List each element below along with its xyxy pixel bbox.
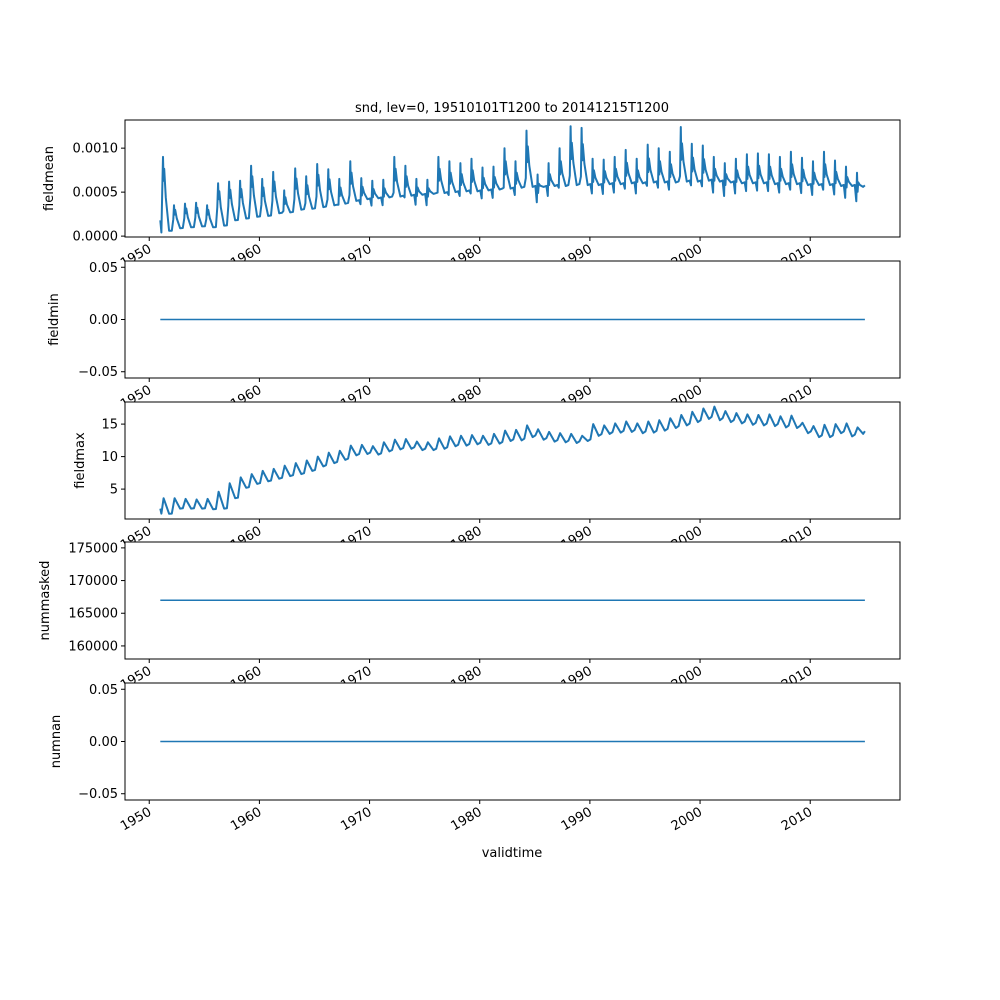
x-axis-label: validtime [482,846,543,861]
y-tick-label: 0.0010 [73,142,119,157]
series-line-fieldmax [159,405,866,515]
series-line-fieldmean [159,125,866,234]
y-tick-label: 0.00 [89,313,118,328]
y-tick-label: 0.0005 [73,186,119,201]
axes-frame [124,401,901,520]
y-tick-label: −0.05 [78,787,118,802]
y-tick-label: 10 [101,450,118,465]
y-tick-label: −0.05 [78,365,118,380]
y-tick-label: 5 [110,483,118,498]
y-tick-label: 0.05 [89,683,118,698]
y-axis-label-numnan: numnan [49,715,64,769]
y-axis-label-nummasked: nummasked [38,561,53,641]
y-tick-label: 15 [101,418,118,433]
chart-title: snd, lev=0, 19510101T1200 to 20141215T12… [355,101,669,116]
axes-frame [124,119,901,238]
y-tick-label: 160000 [68,639,118,654]
y-axis-label-fieldmax: fieldmax [73,432,88,489]
axes-frame [124,541,901,660]
y-tick-label: 0.0000 [73,230,119,245]
y-tick-label: 0.00 [89,735,118,750]
y-axis-label-fieldmin: fieldmin [47,293,62,346]
y-tick-label: 170000 [68,574,118,589]
y-tick-label: 165000 [68,607,118,622]
y-tick-label: 175000 [68,541,118,556]
y-tick-label: 0.05 [89,261,118,276]
plot-area [125,402,900,519]
plot-area [125,120,900,237]
y-axis-label-fieldmean: fieldmean [42,146,57,211]
